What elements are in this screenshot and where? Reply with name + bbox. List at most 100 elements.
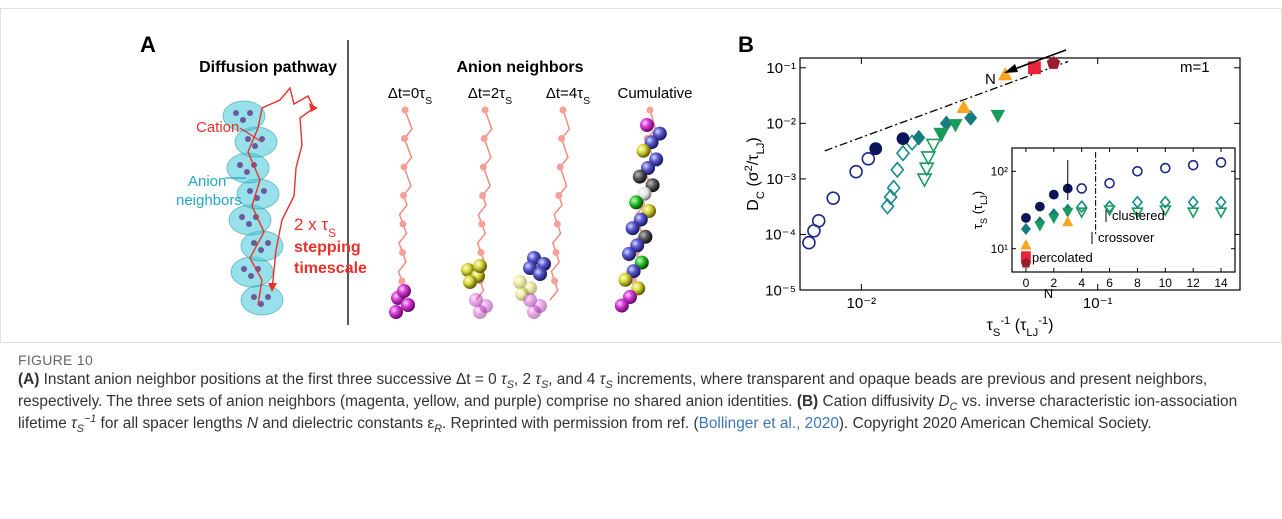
data-point (933, 128, 949, 142)
data-point (1020, 222, 1031, 235)
fit-label: m=1 (1180, 59, 1210, 76)
data-point (886, 179, 901, 197)
column-label: Δt=2τS (468, 85, 512, 107)
anion-bead (251, 240, 257, 246)
trail-bead (398, 277, 406, 285)
x-tick-label: 14 (1214, 276, 1228, 290)
y-tick-label: 10² (991, 164, 1008, 178)
trail-bead (646, 106, 654, 114)
data-point (918, 162, 935, 177)
data-point (849, 164, 863, 179)
data-point (990, 109, 1006, 124)
anion-bead (258, 301, 264, 307)
data-point (890, 161, 905, 179)
anion-sphere (636, 143, 651, 158)
anion-shell (240, 284, 284, 316)
trail-bead (555, 192, 563, 199)
x-tick-label: 0 (1023, 276, 1030, 290)
fit-line (824, 60, 1069, 152)
data-point (1048, 189, 1059, 200)
text-segment: D (745, 199, 762, 211)
anion-bead (261, 188, 267, 194)
step-label: stepping (294, 239, 361, 256)
annotation: N (985, 71, 996, 88)
column-label: Δt=0τS (388, 85, 432, 107)
anion-bead (251, 294, 257, 300)
text-segment: ) (1048, 317, 1053, 334)
caption-text: (A) (18, 371, 40, 388)
region-label: crossover (1098, 230, 1155, 245)
x-tick-label: 10⁻¹ (1083, 295, 1113, 312)
caption-text: C (949, 401, 958, 414)
annotation-arrow (1004, 64, 1018, 73)
leader-line (239, 127, 263, 143)
anion-sphere (389, 305, 403, 319)
trail-bead (399, 220, 407, 228)
anion-bead (245, 136, 251, 142)
text-segment: C (755, 191, 767, 199)
y-tick-label: 10¹ (991, 242, 1008, 256)
anion-sphere (625, 221, 640, 236)
caption-text: . Reprinted with permission from ref. ( (441, 415, 699, 432)
anion-sphere (640, 118, 654, 132)
anion-sphere (632, 169, 647, 184)
text-segment: Δt=0τ (388, 85, 425, 102)
anion-sphere (622, 247, 636, 261)
trail-bead (551, 277, 559, 285)
trail-bead (401, 106, 409, 114)
anion-label: neighbors (176, 192, 242, 209)
data-point (1062, 207, 1074, 219)
text-segment: S (993, 327, 1000, 339)
text-segment: LJ (979, 195, 989, 205)
trail-bead (559, 106, 567, 114)
data-point (920, 151, 937, 166)
text-segment: τ (987, 317, 994, 334)
data-point (1186, 207, 1200, 219)
data-point (895, 144, 911, 162)
data-point (916, 173, 933, 188)
text-segment: (τ (1010, 317, 1027, 334)
data-point (1187, 159, 1199, 171)
anion-sphere (527, 305, 541, 319)
text-segment: -1 (1038, 315, 1048, 327)
x-tick-label: 12 (1187, 276, 1201, 290)
data-point (1075, 207, 1088, 219)
caption-text: for all spacer lengths (96, 415, 247, 432)
citation-link[interactable]: Bollinger et al., 2020 (698, 415, 839, 432)
data-point (1159, 205, 1172, 217)
text-segment: S (425, 95, 432, 107)
arrow-head (268, 283, 277, 292)
caption: (A) Instant anion neighbor positions at … (18, 369, 1263, 435)
data-point (925, 138, 942, 154)
data-point (869, 142, 883, 156)
anion-sphere (614, 298, 629, 313)
text-segment: -1 (1000, 315, 1010, 327)
caption-text: vs. inverse characteristic ion-associati… (18, 393, 1238, 432)
anion-bead (248, 273, 254, 279)
caption-text: N (246, 415, 258, 432)
data-point (948, 119, 963, 133)
anion-sphere (401, 298, 415, 312)
y-tick-label: 10⁻⁴ (765, 227, 796, 244)
cation-path (247, 86, 315, 306)
text-segment: τ (970, 223, 985, 229)
anion-bead (241, 266, 247, 272)
caption-text: Instant anion neighbor positions at the … (39, 371, 501, 388)
region-label: clustered (1112, 208, 1165, 223)
cation-label: Cation (196, 119, 239, 136)
anion-bead (265, 294, 271, 300)
anion-shell (236, 178, 280, 210)
data-point (811, 214, 826, 228)
data-point (1021, 212, 1031, 223)
caption-text: S (76, 423, 84, 436)
y-tick-label: 10⁻² (766, 116, 796, 133)
anion-sphere (473, 305, 487, 319)
data-point (964, 110, 978, 126)
trail-bead (399, 249, 406, 256)
caption-text: D (938, 393, 950, 410)
anion-bead (240, 117, 246, 123)
trail-bead (481, 106, 489, 114)
text-segment: /τ (745, 154, 762, 165)
data-point (802, 235, 816, 250)
x-axis-title: τS-1 (τLJ-1) (987, 315, 1054, 339)
